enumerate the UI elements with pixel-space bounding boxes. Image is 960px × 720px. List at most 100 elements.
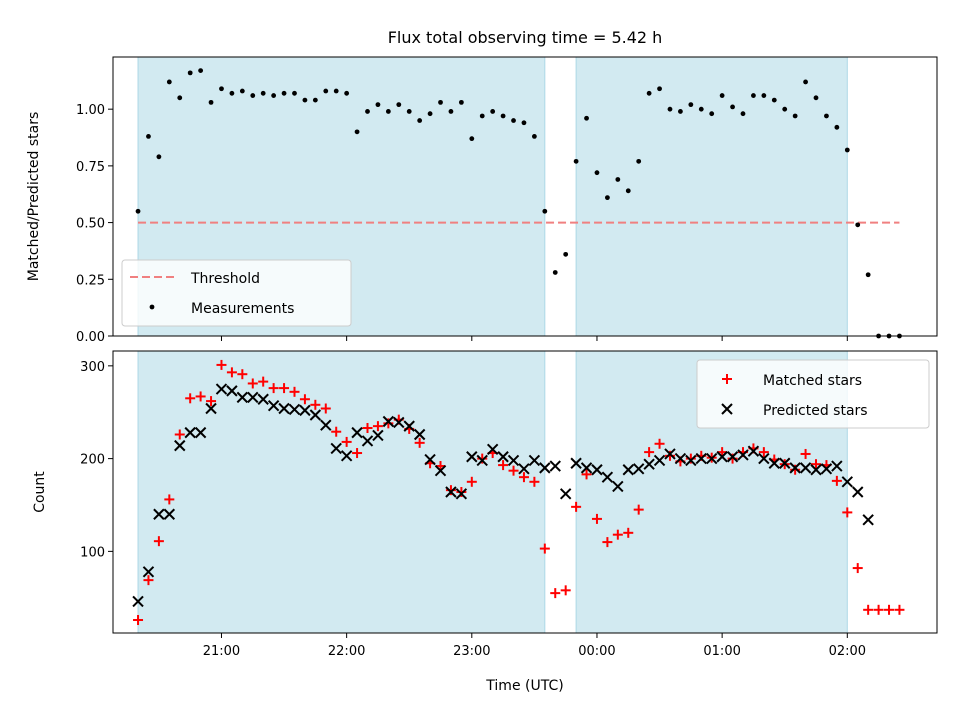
predicted-x-b [591,464,603,476]
measurement-point [438,99,443,105]
top-legend: Threshold Measurements [121,259,352,327]
predicted-x-b [570,457,582,469]
measurement-point [719,93,725,98]
measurement-point [177,95,183,101]
top-panel: 0.00 0.25 0.50 0.75 1.00 Matched/Predicted st… [26,56,938,345]
predicted-stars-point [695,452,707,465]
bottom-legend: Matched stars Predicted stars [696,359,930,429]
bottom-y-tick-label: 300 [80,360,105,375]
legend-predicted-label: Predicted stars [763,403,868,419]
predicted-x-b [434,464,447,477]
measurement-point [678,109,683,114]
predicted-x-b [299,404,311,417]
predicted-x-b [205,402,217,415]
measurement-point [479,113,485,119]
predicted-x-b [413,428,426,441]
predicted-stars-point [257,393,269,405]
measurement-point [709,111,715,117]
predicted-stars-point [852,486,864,498]
matched-stars-point [529,476,540,487]
x-tick-label: 21:00 [203,644,240,659]
predicted-x-b [361,435,374,447]
predicted-stars-point [486,443,499,456]
predicted-x-b [424,453,436,466]
top-y-axis-label: Matched/Predicted stars [26,112,42,282]
matched-stars-point [195,391,206,402]
matched-stars-point [331,426,342,437]
predicted-stars-point [685,454,697,467]
matched-stars-point [477,453,488,464]
measurement-point [552,270,558,275]
measurement-point [531,133,537,139]
predicted-x-b [685,454,697,467]
matched-stars-point [185,393,196,404]
bottom-y-tick-label: 200 [80,453,105,468]
predicted-stars-point [580,462,593,474]
predicted-stars-point [632,463,645,475]
measurement-point [219,86,224,92]
figure-title: Flux total observing time = 5.42 h [388,28,663,47]
predicted-x-b [549,460,561,472]
measurement-point [490,109,496,114]
measurement-point [156,154,162,160]
predicted-stars-point [539,462,551,474]
predicted-x-b [184,426,196,439]
matched-stars-point [612,529,623,540]
measurement-point [292,90,297,96]
x-tick-label: 22:00 [328,644,365,659]
predicted-stars-point [810,464,822,476]
predicted-x-b [779,457,791,469]
bottom-axes-frame [112,350,938,634]
predicted-stars-point [643,458,655,470]
matched-stars-point [153,536,164,547]
matched-stars-point [362,422,373,433]
predicted-stars-point [205,402,217,415]
matched-stars-point [560,585,571,596]
measurement-point [396,102,402,108]
predicted-x-b [320,419,332,431]
matched-stars-point [383,418,394,429]
predicted-x-b [737,449,749,461]
predicted-stars-point [153,508,165,520]
predicted-x-b [132,595,144,608]
matched-stars-point [258,376,269,387]
measurement-point [688,102,694,108]
legend-predicted-swatch [721,403,733,415]
predicted-stars-point [278,402,290,415]
measurement-point [698,106,704,112]
predicted-x-b [288,403,301,416]
top-y-tick-label: 1.00 [76,103,105,118]
predicted-x-b [726,451,739,463]
x-tick-label: 00:00 [578,644,615,659]
matched-stars-point [884,604,895,615]
top-axes-frame [112,56,938,337]
measurement-point [385,109,391,114]
predicted-stars-point [591,464,603,476]
matched-stars-point [664,450,675,461]
predicted-x-b [664,448,676,460]
predicted-x-b [174,439,186,452]
measurement-point [730,104,735,110]
matched-stars-point [498,460,509,471]
predicted-x-b [476,454,488,467]
predicted-stars-point [247,391,259,404]
predicted-x-b [810,464,822,476]
predicted-x-b [382,415,395,428]
predicted-x-b [403,420,415,432]
legend-box [121,259,352,327]
matched-stars-point [550,588,561,599]
matched-stars-point [654,438,665,449]
predicted-x-b [351,426,363,439]
predicted-x-b [518,463,530,475]
measurement-point [302,97,308,103]
top-shaded-interval [576,57,848,336]
predicted-stars-point [424,453,436,466]
predicted-stars-point [716,451,728,463]
measurement-point [271,93,277,98]
predicted-x-b [194,426,207,439]
matched-stars-point [237,369,248,380]
legend-measurements-label: Measurements [191,301,294,317]
matched-stars-point [758,447,769,458]
measurement-point [469,136,475,142]
measurement-point [135,208,141,214]
